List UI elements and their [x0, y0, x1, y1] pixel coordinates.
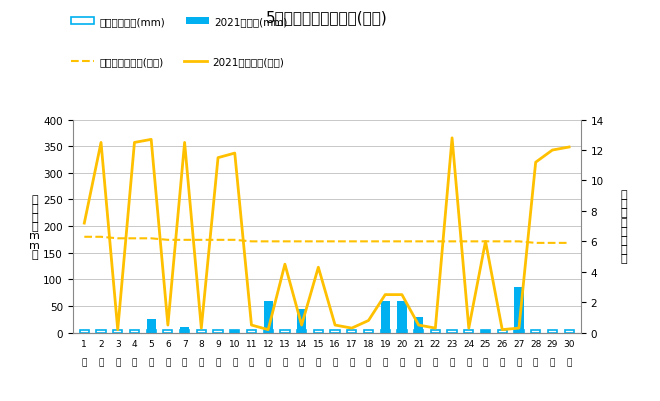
Text: 日: 日 [182, 358, 187, 367]
Y-axis label: 日
照
時
間
（
時
間
）: 日 照 時 間 （ 時 間 ） [620, 189, 627, 264]
Bar [230, 330, 240, 333]
Text: 日: 日 [98, 358, 104, 367]
Text: 日: 日 [299, 358, 304, 367]
Bar [564, 330, 574, 333]
Text: 日: 日 [383, 358, 388, 367]
Bar [397, 301, 407, 333]
Bar [263, 330, 273, 333]
Bar [130, 330, 139, 333]
Bar [481, 330, 490, 333]
Bar [213, 330, 222, 333]
Text: 日: 日 [416, 358, 421, 367]
Bar [147, 320, 156, 333]
Bar [414, 317, 423, 333]
Bar [514, 288, 523, 333]
Bar [113, 330, 122, 333]
Bar [147, 330, 156, 333]
Text: 日: 日 [282, 358, 288, 367]
Bar [397, 330, 407, 333]
Bar [347, 330, 356, 333]
Bar [498, 330, 507, 333]
Bar [381, 301, 390, 333]
Bar [263, 301, 273, 333]
Bar [163, 330, 172, 333]
Bar [531, 330, 541, 333]
Bar [414, 330, 423, 333]
Bar [364, 330, 373, 333]
Bar [80, 330, 89, 333]
Bar [297, 330, 306, 333]
Bar [447, 330, 457, 333]
Bar [381, 330, 390, 333]
Text: 日: 日 [115, 358, 120, 367]
Text: 日: 日 [366, 358, 371, 367]
Text: 日: 日 [500, 358, 505, 367]
Bar [297, 309, 306, 333]
Text: 日: 日 [215, 358, 220, 367]
Text: 日: 日 [333, 358, 338, 367]
Text: 日: 日 [232, 358, 238, 367]
Text: 日: 日 [349, 358, 354, 367]
Text: 日: 日 [566, 358, 572, 367]
Text: 日: 日 [433, 358, 438, 367]
Legend: 日照時間平年値(時間), 2021日照時間(時間): 日照時間平年値(時間), 2021日照時間(時間) [71, 57, 284, 67]
Bar [180, 330, 189, 333]
Text: 日: 日 [265, 358, 271, 367]
Bar [331, 330, 340, 333]
Text: 日: 日 [132, 358, 137, 367]
Text: 日: 日 [249, 358, 254, 367]
Bar [514, 330, 523, 333]
Text: 日: 日 [82, 358, 87, 367]
Text: 日: 日 [165, 358, 170, 367]
Text: 日: 日 [315, 358, 321, 367]
Legend: 降水量平年値(mm), 2021降水量(mm): 降水量平年値(mm), 2021降水量(mm) [71, 17, 287, 27]
Text: 日: 日 [533, 358, 539, 367]
Text: 日: 日 [466, 358, 471, 367]
Bar [180, 328, 189, 333]
Y-axis label: 降
水
量
（
m
m
）: 降 水 量 （ m m ） [29, 194, 40, 259]
Text: 5月降水量・日照時間(日別): 5月降水量・日照時間(日別) [266, 10, 387, 25]
Text: 日: 日 [483, 358, 488, 367]
Text: 日: 日 [148, 358, 154, 367]
Bar [247, 330, 256, 333]
Text: 日: 日 [399, 358, 405, 367]
Bar [548, 330, 557, 333]
Text: 日: 日 [449, 358, 455, 367]
Bar [431, 330, 440, 333]
Bar [230, 330, 240, 333]
Text: 日: 日 [550, 358, 555, 367]
Text: 日: 日 [199, 358, 204, 367]
Bar [464, 330, 473, 333]
Bar [280, 330, 290, 333]
Bar [481, 330, 490, 333]
Bar [96, 330, 106, 333]
Bar [314, 330, 323, 333]
Bar [197, 330, 206, 333]
Text: 日: 日 [516, 358, 521, 367]
